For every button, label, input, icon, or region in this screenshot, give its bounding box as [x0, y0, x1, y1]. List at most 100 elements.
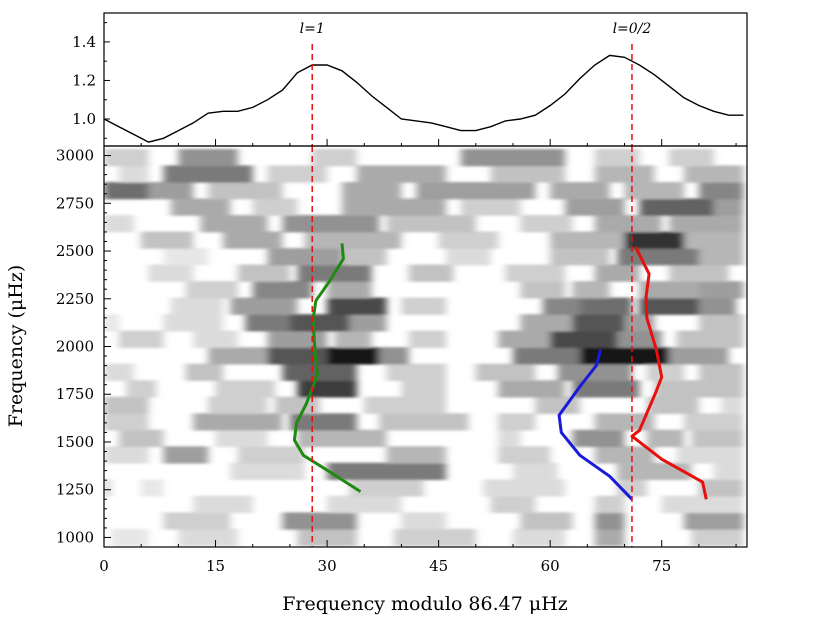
- heatmap-cell: [572, 314, 625, 332]
- heatmap-cell: [505, 264, 566, 282]
- heatmap-cell: [654, 380, 744, 398]
- heatmap-cell: [684, 231, 744, 249]
- y-axis-title: Frequency (μHz): [5, 265, 27, 428]
- heatmap-cell: [624, 231, 685, 249]
- heatmap-cell: [498, 429, 521, 447]
- heatmap-cell: [498, 330, 551, 348]
- heatmap-cell: [148, 264, 194, 282]
- heatmap-cell: [341, 198, 447, 216]
- heatmap-cell: [594, 165, 655, 183]
- heatmap-cell: [104, 149, 149, 167]
- heatmap-cell: [594, 149, 640, 167]
- heatmap-cell: [104, 479, 112, 497]
- heatmap-cell: [237, 446, 305, 464]
- heatmap-cell: [104, 182, 149, 200]
- profile-line: [104, 54, 744, 143]
- heatmap-cell: [676, 330, 744, 348]
- heatmap-cell: [550, 330, 618, 348]
- echelle-y-tick-label: 2250: [56, 290, 94, 308]
- heatmap-cell: [104, 363, 134, 381]
- heatmap-cell: [408, 264, 454, 282]
- heatmap-cell: [163, 165, 253, 183]
- heatmap-cell: [200, 215, 268, 233]
- heatmap-cell: [416, 182, 536, 200]
- heatmap-cell: [639, 297, 699, 315]
- heatmap-cell: [141, 479, 164, 497]
- heatmap-cell: [594, 215, 662, 233]
- heatmap-cell: [282, 512, 357, 530]
- ridge-line-l2: [557, 349, 634, 501]
- heatmap-cell: [490, 495, 536, 514]
- heatmap-cell: [698, 479, 744, 497]
- heatmap-cell: [379, 413, 469, 431]
- profile-panel-background: [104, 13, 747, 146]
- heatmap-cell: [386, 446, 447, 464]
- heatmap-cell: [572, 281, 610, 299]
- profile-y-tick-label: 1.4: [72, 33, 96, 51]
- heatmap-cell: [312, 149, 357, 167]
- ridge-lines: [292, 243, 708, 501]
- heatmap-cell: [237, 264, 290, 282]
- heatmap-cell: [460, 198, 521, 216]
- heatmap-cell: [535, 396, 580, 414]
- echelle-x-tick-label: 45: [429, 557, 448, 575]
- heatmap-cell: [669, 347, 729, 365]
- heatmap-cell: [512, 462, 558, 481]
- heatmap-cell: [646, 396, 699, 414]
- heatmap-cell: [617, 462, 692, 481]
- echelle-x-tick-label: 75: [652, 557, 671, 575]
- heatmap-cell: [215, 429, 268, 447]
- heatmap-cell: [208, 347, 268, 365]
- heatmap-cell: [386, 363, 447, 381]
- heatmap-cell: [252, 198, 298, 216]
- profile-y-tick-label: 1.2: [72, 71, 96, 89]
- heatmap-cell: [349, 314, 387, 332]
- heatmap-cell: [698, 297, 737, 315]
- heatmap-cell: [327, 495, 402, 514]
- heatmap-cell: [118, 330, 164, 348]
- heatmap-cell: [572, 380, 640, 398]
- heatmap-cell: [289, 413, 357, 431]
- heatmap-cell: [639, 281, 699, 299]
- heatmap-cell: [208, 182, 283, 200]
- heatmap-cell: [178, 528, 238, 547]
- heatmap-cell: [401, 512, 447, 530]
- heatmap-cell: [215, 380, 276, 398]
- heatmap-cell: [498, 413, 536, 431]
- heatmap-cell: [379, 347, 409, 365]
- heatmap-cell: [289, 314, 350, 332]
- heatmap-cell: [438, 231, 499, 249]
- heatmap-cell: [669, 215, 744, 233]
- heatmap-cell: [520, 281, 566, 299]
- echelle-x-tick-label: 0: [99, 557, 109, 575]
- profile-y-tick-label: 1.0: [72, 110, 96, 128]
- heatmap-cell: [349, 479, 424, 497]
- heatmap-cell: [185, 281, 238, 299]
- heatmap-cell: [550, 182, 610, 200]
- heatmap-cell: [104, 413, 149, 431]
- heatmap-cell: [550, 231, 625, 249]
- heatmap-cell: [594, 264, 640, 282]
- heatmap-cell: [483, 479, 566, 497]
- heatmap-cell: [520, 512, 573, 530]
- heatmap-cell: [721, 396, 744, 414]
- heatmap-cell: [698, 363, 744, 381]
- heatmap-cell: [327, 462, 447, 481]
- heatmap-cell: [104, 396, 149, 414]
- heatmap-cell: [267, 330, 328, 348]
- heatmap-cell: [193, 330, 238, 348]
- heatmap-cell: [394, 528, 476, 547]
- heatmap-cell: [557, 363, 632, 381]
- heatmap-cell: [327, 347, 380, 365]
- heatmap-cell: [104, 314, 119, 332]
- ridge-line-l1: [292, 243, 362, 493]
- heatmap-cell: [594, 446, 655, 464]
- heatmap-cell: [550, 248, 610, 266]
- echelle-x-tick-label: 60: [541, 557, 560, 575]
- heatmap-cell: [297, 429, 387, 447]
- heatmap-cell: [327, 281, 372, 299]
- echelle-panel: 1000 1250 1500 1750 2000 2250 2500 2750 3000 0 15…: [56, 139, 747, 575]
- heatmap-cell: [676, 446, 744, 464]
- heatmap-cell: [252, 281, 313, 299]
- heatmap-cell: [334, 330, 372, 348]
